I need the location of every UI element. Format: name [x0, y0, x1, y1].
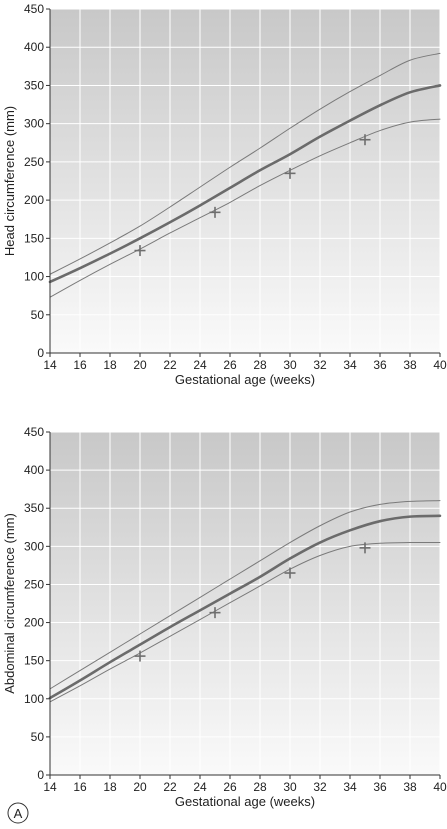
x-tick-label: 26: [223, 780, 237, 794]
y-tick-label: 100: [24, 270, 44, 284]
x-tick-label: 14: [43, 780, 57, 794]
x-tick-label: 16: [73, 358, 87, 372]
x-tick-label: 20: [133, 358, 147, 372]
y-tick-label: 350: [24, 78, 44, 92]
y-tick-label: 300: [24, 539, 44, 553]
y-tick-label: 350: [24, 501, 44, 515]
panel-label: A: [7, 802, 29, 824]
x-tick-label: 34: [343, 780, 357, 794]
y-tick-label: 300: [24, 117, 44, 131]
panel-label-text: A: [14, 806, 23, 821]
x-tick-label: 18: [103, 358, 117, 372]
observation-marker: [284, 167, 296, 179]
y-tick-label: 250: [24, 577, 44, 591]
x-tick-label: 36: [373, 780, 387, 794]
x-tick-label: 30: [283, 358, 297, 372]
y-axis-title: Abdominal circumference (mm): [2, 513, 17, 694]
panel-label-circle: [7, 802, 29, 824]
abdominal-circumference-chart: 0 50 100 150 200 250 300 350 400 450 14 16 18 20 22 24 2…: [2, 425, 447, 809]
y-tick-label: 0: [37, 768, 44, 782]
x-tick-label: 36: [373, 358, 387, 372]
y-tick-label: 400: [24, 40, 44, 54]
x-tick-label: 18: [103, 780, 117, 794]
x-tick-label: 24: [193, 358, 207, 372]
x-tick-label: 24: [193, 780, 207, 794]
grid: [49, 431, 441, 776]
x-tick-label: 26: [223, 358, 237, 372]
x-tick-label: 30: [283, 780, 297, 794]
x-tick-label: 14: [43, 358, 57, 372]
x-axis-title: Gestational age (weeks): [175, 794, 315, 809]
y-tick-label: 150: [24, 654, 44, 668]
observation-marker: [134, 650, 146, 662]
x-tick-label: 38: [403, 780, 417, 794]
median-line: [48, 84, 442, 284]
y-tick-label: 250: [24, 155, 44, 169]
observation-marker: [284, 567, 296, 579]
x-tick-label: 22: [163, 780, 177, 794]
y-tick-label: 150: [24, 231, 44, 245]
x-tick-label: 38: [403, 358, 417, 372]
y-axis-title: Head circumference (mm): [2, 106, 17, 256]
x-tick-label: 28: [253, 780, 267, 794]
x-tick-label: 32: [313, 780, 327, 794]
lower-centile-line: [49, 541, 441, 703]
x-tick-label: 16: [73, 780, 87, 794]
y-tick-label: 200: [24, 616, 44, 630]
x-tick-label: 22: [163, 358, 177, 372]
x-tick-label: 32: [313, 358, 327, 372]
observation-marker: [209, 206, 221, 218]
y-tick-label: 400: [24, 463, 44, 477]
y-tick-label: 50: [31, 308, 45, 322]
upper-centile-line: [49, 500, 441, 690]
x-tick-label: 40: [433, 358, 447, 372]
observation-marker: [359, 134, 371, 146]
x-tick-label: 20: [133, 780, 147, 794]
x-tick-label: 40: [433, 780, 447, 794]
y-tick-label: 450: [24, 425, 44, 439]
y-tick-label: 50: [31, 730, 45, 744]
observation-markers: [134, 542, 371, 662]
grid: [49, 8, 441, 354]
observation-marker: [359, 542, 371, 554]
observation-marker: [134, 245, 146, 257]
x-tick-label: 34: [343, 358, 357, 372]
median-line: [48, 514, 442, 700]
x-tick-label: 28: [253, 358, 267, 372]
y-tick-label: 200: [24, 193, 44, 207]
x-axis-title: Gestational age (weeks): [175, 372, 315, 387]
y-tick-label: 450: [24, 2, 44, 16]
y-tick-label: 100: [24, 692, 44, 706]
y-tick-label: 0: [37, 346, 44, 360]
observation-markers: [134, 134, 371, 257]
plot-area: [50, 432, 440, 775]
upper-centile-line: [49, 52, 441, 275]
head-circumference-chart: 0 50 100 150 200 250 300 350 400 450 14 16 18 20 22 24 2…: [2, 2, 447, 387]
observation-marker: [209, 607, 221, 619]
plot-area: [50, 9, 440, 353]
lower-centile-line: [49, 118, 441, 298]
